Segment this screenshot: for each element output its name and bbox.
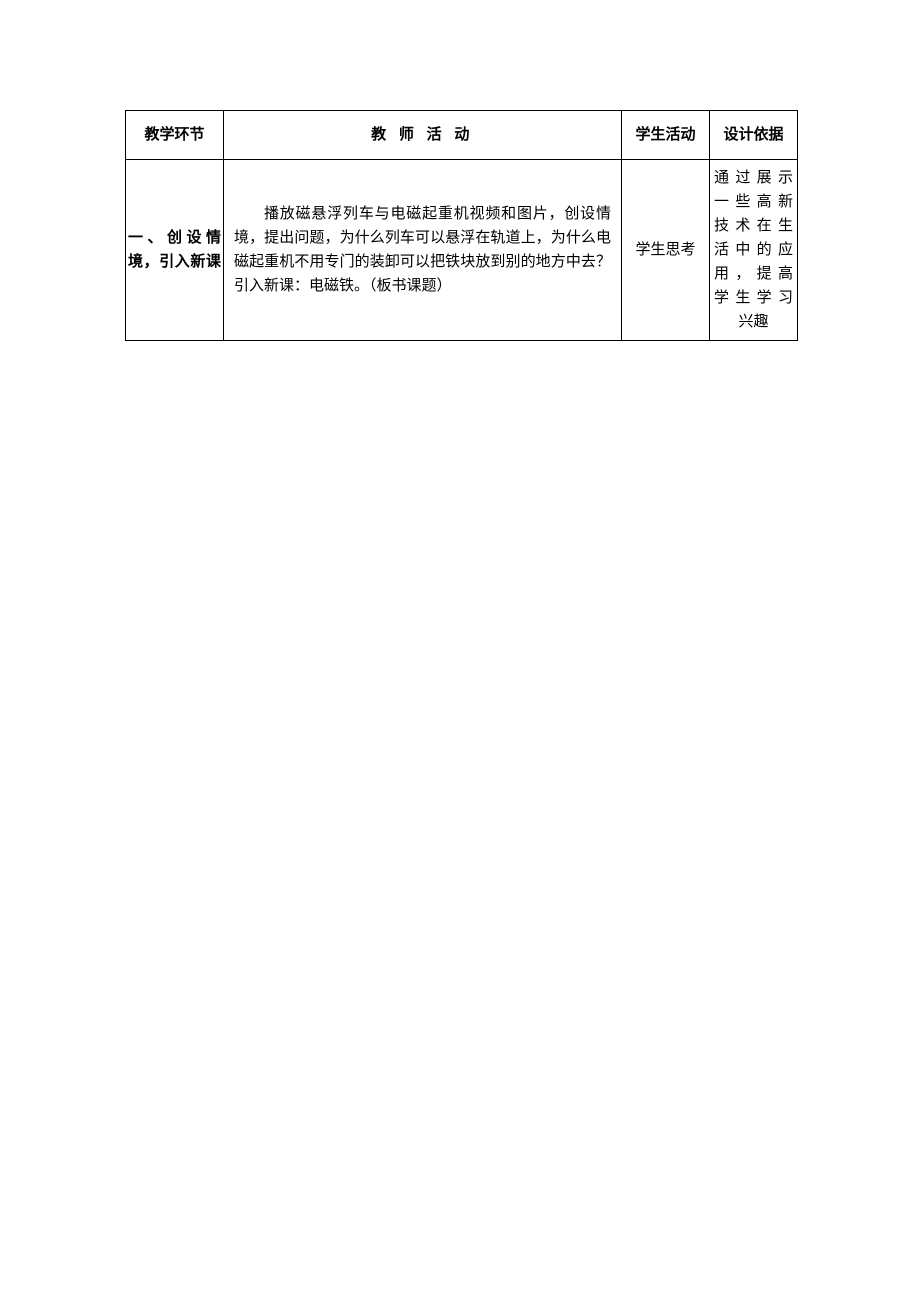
design-basis-cell: 通过展示 一些高新 技术在生 活中的应 用，提高 学生学习 兴趣 — [710, 160, 798, 341]
segment-label: 一、创设情境，引入新课 — [126, 160, 224, 341]
teacher-activity-text: 播放磁悬浮列车与电磁起重机视频和图片，创设情境，提出问题，为什么列车可以悬浮在轨… — [234, 202, 611, 298]
design-basis-line: 一些高新 — [714, 190, 793, 214]
header-design-basis: 设计依据 — [710, 111, 798, 160]
table-header-row: 教学环节 教 师 活 动 学生活动 设计依据 — [126, 111, 798, 160]
teacher-activity-cell: 播放磁悬浮列车与电磁起重机视频和图片，创设情境，提出问题，为什么列车可以悬浮在轨… — [224, 160, 622, 341]
header-segment: 教学环节 — [126, 111, 224, 160]
table-row: 一、创设情境，引入新课 播放磁悬浮列车与电磁起重机视频和图片，创设情境，提出问题… — [126, 160, 798, 341]
design-basis-line: 活中的应 — [714, 238, 793, 262]
design-basis-line: 用，提高 — [714, 262, 793, 286]
design-basis-line: 兴趣 — [714, 310, 793, 334]
header-teacher-activity: 教 师 活 动 — [224, 111, 622, 160]
student-activity-cell: 学生思考 — [622, 160, 710, 341]
design-basis-line: 学生学习 — [714, 286, 793, 310]
header-student-activity: 学生活动 — [622, 111, 710, 160]
lesson-plan-table: 教学环节 教 师 活 动 学生活动 设计依据 一、创设情境，引入新课 播放磁悬浮… — [125, 110, 798, 341]
design-basis-line: 通过展示 — [714, 166, 793, 190]
design-basis-line: 技术在生 — [714, 214, 793, 238]
